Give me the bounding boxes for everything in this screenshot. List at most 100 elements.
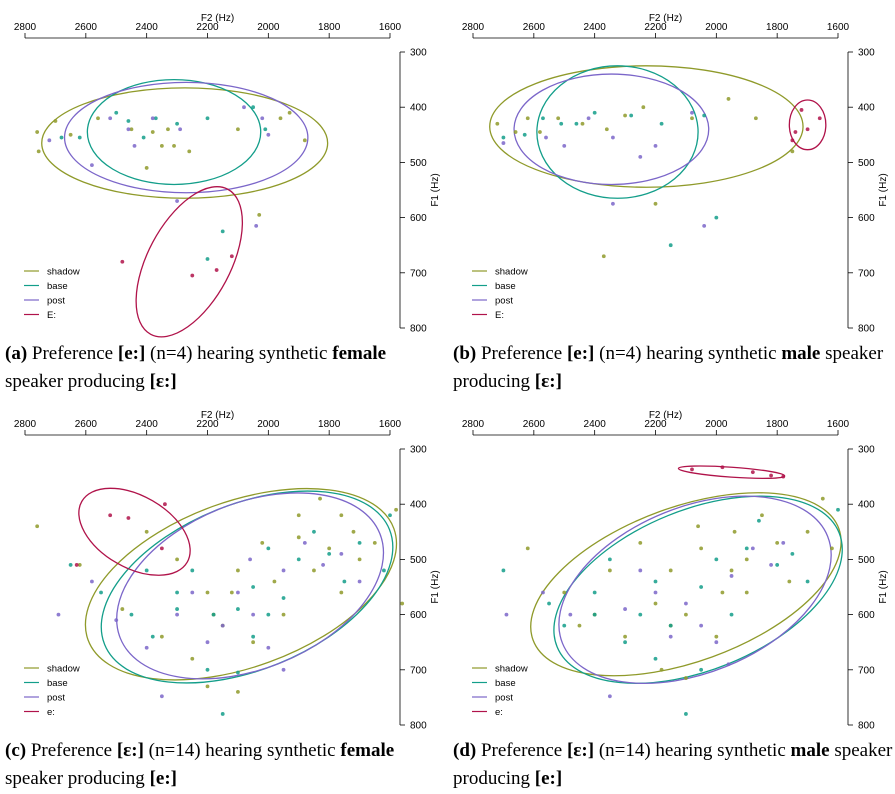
point-e [74,563,79,567]
x-tick-label: 2000 [257,22,280,33]
point-shadow [281,612,286,617]
point-shadow [690,116,694,121]
x-tick-label: 1800 [766,419,789,430]
point-base [175,590,179,595]
caption-vowel: [e:] [117,343,146,364]
legend-label: shadow [47,664,80,675]
point-base [547,601,551,606]
point-shadow [556,116,561,121]
point-shadow [729,568,734,573]
caption-gender: female [340,740,395,761]
caption-c: (c) Preference [ɛ:] (n=14) hearing synth… [5,737,445,793]
point-shadow [229,590,234,595]
ellipse-shadow [84,487,398,681]
point-post [159,694,164,699]
point-base [211,612,216,617]
x-tick-label: 2800 [462,419,485,430]
x-tick-label: 2200 [644,22,667,33]
y-tick-label: 700 [410,268,427,279]
point-post [266,645,271,650]
caption-gender: female [332,343,387,364]
point-post [562,143,567,148]
point-post [690,110,694,115]
point-post [729,574,734,578]
ellipse-shadow [41,87,329,199]
legend-label: shadow [495,664,528,675]
legend-label: base [47,678,68,689]
point-shadow [312,568,316,573]
panel-c: 2800 2600 2400 2200 2000 1800 1600 F2 (Hz) 300 40… [0,397,447,794]
point-shadow [668,568,673,573]
y-tick-label: 800 [858,324,875,335]
point-shadow [296,513,301,518]
point-e [769,473,773,478]
point-shadow [251,640,256,645]
point-base [559,121,564,126]
caption-gender: male [790,740,830,761]
point-base [357,540,362,545]
point-base [281,596,286,600]
point-post [90,579,94,584]
point-base [638,612,643,617]
point-shadow [400,601,405,606]
point-base [205,257,210,261]
point-base [668,623,673,628]
point-post [132,143,137,148]
point-base [729,612,734,617]
point-base [699,585,704,589]
point-base [327,551,332,556]
caption-text: (n=14) hearing synthetic [143,740,341,761]
caption-text: (n=14) hearing synthetic [594,740,791,761]
point-base [775,563,780,567]
y-tick-label: 500 [410,158,427,169]
y-tick-label: 600 [410,610,427,621]
point-base [501,135,506,140]
point-post [205,640,210,645]
point-shadow [601,254,606,259]
point-shadow [775,540,780,545]
x-axis-title: F2 (Hz) [649,410,682,421]
legend-label: e: [495,707,503,718]
ellipse-post [63,81,309,194]
point-base [205,116,210,121]
point-shadow [525,116,530,121]
panel-b: 2800 2600 2400 2200 2000 1800 1600 F2 (Hz) 300 40… [448,0,895,397]
legend-label: post [495,693,513,704]
point-base [77,135,82,140]
caption-gender: male [781,343,821,364]
point-post [220,623,225,628]
caption-vowel: [e:] [149,768,177,789]
point-shadow [339,513,344,518]
point-post [114,618,119,623]
point-shadow [577,623,582,628]
point-post [248,557,252,562]
point-shadow [580,121,585,126]
ellipse-e [78,487,191,576]
y-axis-title: F1 (Hz) [430,570,441,603]
point-base [714,215,719,220]
point-base [388,513,392,518]
point-shadow [562,590,567,595]
point-post [781,540,786,545]
legend-label: e: [47,707,55,718]
point-e [159,546,164,551]
point-shadow [623,113,627,118]
point-post [668,634,673,639]
point-post [544,135,548,140]
caption-tag: (a) [5,343,28,364]
point-post [254,223,259,228]
point-post [714,640,719,645]
y-axis-title: F1 (Hz) [878,570,889,603]
point-E [190,273,195,278]
y-tick-label: 600 [410,213,427,224]
point-shadow [753,116,758,121]
caption-text: Preference [476,343,567,364]
ellipse-base [536,65,699,199]
point-shadow [720,590,725,595]
point-base [836,507,840,512]
point-post [251,612,256,617]
ellipse-base [86,78,262,186]
x-tick-label: 2600 [75,419,98,430]
caption-text: Preference [476,740,567,761]
point-post [47,138,52,143]
